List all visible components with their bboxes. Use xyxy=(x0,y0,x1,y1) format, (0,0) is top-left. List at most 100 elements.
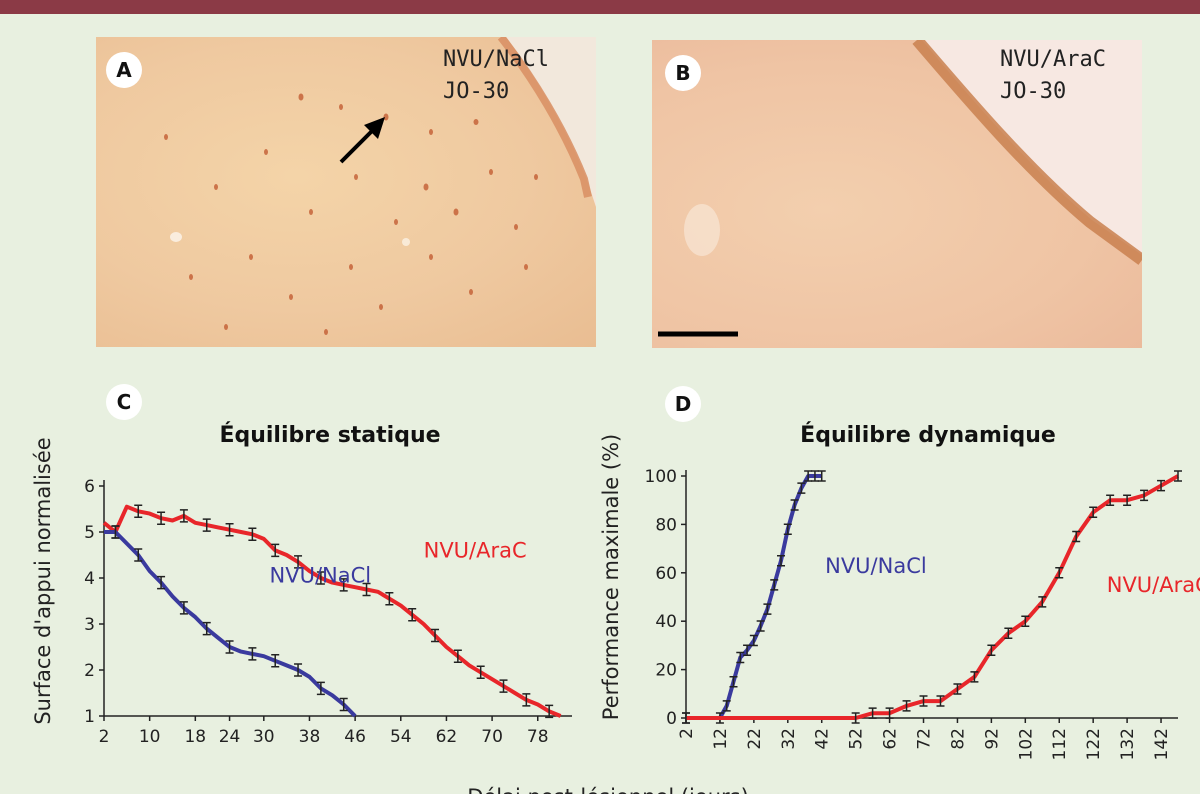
y-tick-label: 2 xyxy=(84,661,95,681)
error-bar xyxy=(431,628,440,643)
error-bar xyxy=(1157,479,1166,492)
series-label: NVU/AraC xyxy=(1107,573,1200,597)
y-tick-label: 0 xyxy=(666,709,677,729)
error-bar xyxy=(885,707,894,719)
x-tick-label: 12 xyxy=(711,728,731,750)
error-bar xyxy=(453,649,462,663)
error-bar xyxy=(970,671,979,683)
error-bar xyxy=(756,620,765,632)
x-tick-label: 78 xyxy=(527,727,549,747)
error-bar xyxy=(248,527,257,542)
panel-a-caption: NVU/NaCl JO-30 xyxy=(443,44,549,108)
panel-a-caption-line2: JO-30 xyxy=(443,79,510,104)
error-bar xyxy=(810,470,819,482)
x-tick-label: 38 xyxy=(299,727,321,747)
panel-d-label: D xyxy=(665,386,701,422)
error-bar xyxy=(902,700,911,712)
x-tick-label: 42 xyxy=(813,728,833,750)
shared-x-axis-label: Délai post-lésionnel (jours) xyxy=(467,785,749,794)
x-tick-label: 32 xyxy=(779,728,799,750)
error-bar xyxy=(953,683,962,695)
panel-a-label: A xyxy=(106,52,142,88)
panel-b-label: B xyxy=(665,55,701,91)
error-bar xyxy=(179,601,188,615)
error-bar xyxy=(385,591,394,606)
y-tick-label: 6 xyxy=(84,477,95,497)
error-bar xyxy=(294,663,303,677)
error-bar xyxy=(1089,506,1098,519)
error-bar xyxy=(783,523,792,535)
error-bar xyxy=(722,700,731,712)
error-bar xyxy=(316,571,325,585)
x-tick-label: 62 xyxy=(881,728,901,750)
x-tick-label: 22 xyxy=(745,728,765,750)
error-bar xyxy=(1038,596,1047,608)
series-label: NVU/NaCl xyxy=(270,564,372,588)
micrograph-b-texture xyxy=(658,40,1142,337)
x-tick-label: 18 xyxy=(184,727,206,747)
x-tick-label: 24 xyxy=(219,727,241,747)
error-bar xyxy=(851,712,860,724)
error-bar xyxy=(316,681,325,696)
top-border-bar xyxy=(0,0,1200,14)
error-bar xyxy=(225,640,234,654)
error-bar xyxy=(749,634,758,647)
error-bar xyxy=(408,608,417,622)
error-bar xyxy=(271,654,280,668)
error-bar xyxy=(797,482,806,494)
x-tick-label: 112 xyxy=(1050,728,1070,760)
error-bar xyxy=(202,621,211,636)
y-tick-label: 80 xyxy=(655,515,677,535)
error-bar xyxy=(736,651,745,664)
error-bar xyxy=(111,525,120,539)
x-tick-label: 62 xyxy=(436,727,458,747)
error-bar xyxy=(339,697,348,712)
error-bar xyxy=(1174,470,1182,482)
x-tick-label: 72 xyxy=(915,728,935,750)
error-bar xyxy=(362,582,371,597)
y-tick-label: 5 xyxy=(84,523,95,543)
error-bar xyxy=(919,695,928,707)
x-tick-label: 92 xyxy=(982,728,1002,750)
error-bar xyxy=(522,693,531,707)
error-bar xyxy=(868,707,877,719)
error-bar xyxy=(1055,567,1064,579)
x-tick-label: 82 xyxy=(948,728,968,750)
error-bar xyxy=(763,603,772,615)
y-tick-label: 60 xyxy=(655,564,677,584)
x-tick-label: 142 xyxy=(1152,728,1172,760)
panel-a-caption-line1: NVU/NaCl xyxy=(443,47,549,72)
y-tick-label: 20 xyxy=(655,661,677,681)
chart-title: Équilibre dynamique xyxy=(800,422,1056,448)
error-bar xyxy=(134,504,143,519)
error-bar xyxy=(682,712,690,724)
error-bar xyxy=(202,518,211,532)
x-tick-label: 132 xyxy=(1118,728,1138,760)
micrograph-b xyxy=(652,40,1142,348)
error-bar xyxy=(157,575,166,590)
error-bar xyxy=(271,543,280,558)
panel-b-caption-line2: JO-30 xyxy=(1000,79,1067,104)
error-bar xyxy=(1021,615,1030,627)
x-tick-label: 2 xyxy=(677,728,697,739)
x-tick-label: 102 xyxy=(1016,728,1036,760)
error-bar xyxy=(1072,530,1081,543)
error-bar xyxy=(936,695,945,707)
error-bar xyxy=(804,470,813,482)
x-tick-label: 52 xyxy=(847,728,867,750)
series-label: NVU/AraC xyxy=(424,538,527,562)
error-bar xyxy=(729,675,738,688)
error-bar xyxy=(134,548,143,562)
error-bar xyxy=(987,644,996,656)
y-tick-label: 100 xyxy=(645,467,677,487)
x-tick-label: 30 xyxy=(253,727,275,747)
error-bar xyxy=(157,511,166,525)
x-tick-label: 46 xyxy=(344,727,366,747)
error-bar xyxy=(545,704,554,719)
error-bar xyxy=(743,644,752,656)
error-bar xyxy=(294,555,303,569)
x-tick-label: 2 xyxy=(99,727,110,747)
y-axis-label: Performance maximale (%) xyxy=(599,434,623,720)
